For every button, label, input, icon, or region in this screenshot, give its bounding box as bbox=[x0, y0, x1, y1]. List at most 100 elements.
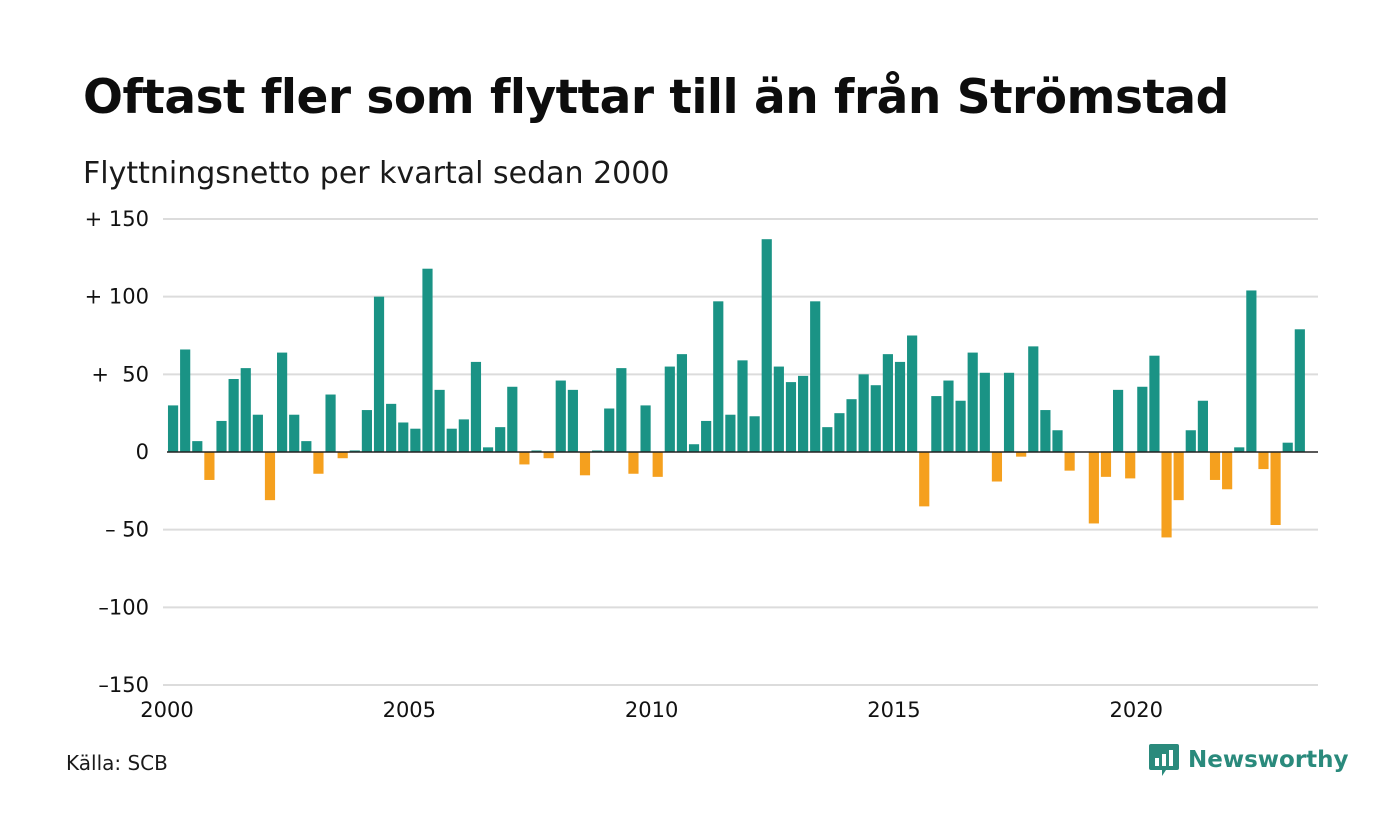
bar bbox=[349, 450, 360, 452]
bar bbox=[446, 428, 457, 452]
bar bbox=[737, 360, 748, 452]
bar bbox=[1222, 452, 1233, 490]
newsworthy-logo-icon bbox=[1149, 744, 1179, 776]
bar bbox=[943, 380, 954, 452]
bar bbox=[398, 422, 409, 452]
bar bbox=[1088, 452, 1099, 524]
bar bbox=[1294, 329, 1305, 452]
bar bbox=[361, 410, 372, 452]
bar bbox=[1003, 372, 1015, 452]
bar bbox=[979, 372, 990, 452]
bar bbox=[1016, 452, 1027, 457]
bar bbox=[797, 375, 809, 452]
bar bbox=[410, 428, 421, 452]
bar bbox=[386, 403, 397, 452]
bar bbox=[337, 452, 348, 459]
bar bbox=[240, 368, 251, 452]
bar bbox=[1100, 452, 1112, 477]
bar bbox=[688, 444, 700, 452]
bar bbox=[579, 452, 591, 476]
bar bbox=[882, 354, 893, 452]
bar bbox=[1173, 452, 1184, 501]
bar bbox=[167, 405, 179, 452]
bar bbox=[289, 414, 300, 452]
chart-subtitle: Flyttningsnetto per kvartal sedan 2000 bbox=[83, 156, 670, 191]
bar bbox=[1125, 452, 1136, 479]
bar bbox=[1052, 430, 1063, 452]
bar bbox=[192, 441, 203, 452]
bar bbox=[592, 450, 603, 452]
y-tick-label: + 100 bbox=[85, 285, 149, 309]
bar bbox=[519, 452, 530, 465]
bar bbox=[1234, 447, 1245, 452]
brand-name: Newsworthy bbox=[1188, 747, 1349, 773]
bar bbox=[1246, 290, 1257, 452]
bar bbox=[604, 408, 615, 452]
bar bbox=[228, 378, 239, 452]
bar bbox=[1113, 389, 1124, 452]
bar bbox=[216, 420, 227, 452]
bar bbox=[822, 427, 833, 452]
y-tick-label: + 50 bbox=[91, 362, 149, 386]
bar bbox=[1258, 452, 1269, 470]
bar bbox=[1197, 400, 1208, 452]
bar bbox=[846, 399, 857, 452]
bar bbox=[434, 389, 445, 452]
bar bbox=[810, 301, 821, 452]
bar bbox=[531, 450, 542, 452]
bar bbox=[204, 452, 215, 480]
bar bbox=[555, 380, 566, 452]
bar bbox=[616, 368, 627, 452]
bar bbox=[1040, 410, 1051, 452]
bar bbox=[373, 296, 385, 452]
y-tick-label: 0 bbox=[136, 440, 149, 464]
bar bbox=[458, 419, 469, 452]
bar bbox=[1161, 452, 1172, 538]
bar bbox=[749, 416, 760, 452]
x-tick-label: 2005 bbox=[383, 698, 436, 722]
bar bbox=[1028, 346, 1039, 452]
bar bbox=[713, 301, 724, 452]
bar bbox=[761, 239, 772, 452]
bar bbox=[313, 452, 324, 474]
bar bbox=[264, 452, 276, 501]
bar bbox=[1282, 442, 1293, 452]
bar bbox=[991, 452, 1003, 482]
bar bbox=[701, 420, 712, 452]
bar bbox=[894, 361, 906, 452]
bar bbox=[1270, 452, 1281, 526]
bar bbox=[955, 400, 966, 452]
bars bbox=[167, 239, 1305, 538]
bar bbox=[1209, 452, 1221, 480]
brand-logo[interactable]: Newsworthy bbox=[1148, 742, 1349, 778]
bar bbox=[482, 447, 494, 452]
x-tick-label: 2020 bbox=[1110, 698, 1163, 722]
bar bbox=[495, 427, 506, 452]
bar bbox=[180, 349, 191, 452]
bar bbox=[628, 452, 639, 474]
bar bbox=[1064, 452, 1075, 471]
y-tick-label: – 50 bbox=[105, 518, 149, 542]
bar bbox=[567, 389, 578, 452]
bar bbox=[725, 414, 736, 452]
bar bbox=[1137, 386, 1148, 452]
x-tick-label: 2000 bbox=[140, 698, 193, 722]
bar bbox=[325, 394, 336, 452]
source-label: Källa: SCB bbox=[66, 751, 168, 775]
bar bbox=[785, 382, 797, 452]
bar bbox=[1149, 355, 1160, 452]
bar bbox=[919, 452, 930, 507]
bar bbox=[967, 352, 978, 452]
bar bbox=[507, 386, 518, 452]
bar bbox=[870, 385, 881, 452]
x-tick-label: 2010 bbox=[625, 698, 678, 722]
bar bbox=[931, 396, 942, 452]
bar bbox=[834, 413, 845, 452]
bar bbox=[858, 374, 869, 452]
bar bbox=[252, 414, 263, 452]
bar bbox=[543, 452, 554, 459]
bar bbox=[676, 354, 688, 452]
y-tick-label: + 150 bbox=[85, 207, 149, 231]
bar bbox=[470, 361, 482, 452]
